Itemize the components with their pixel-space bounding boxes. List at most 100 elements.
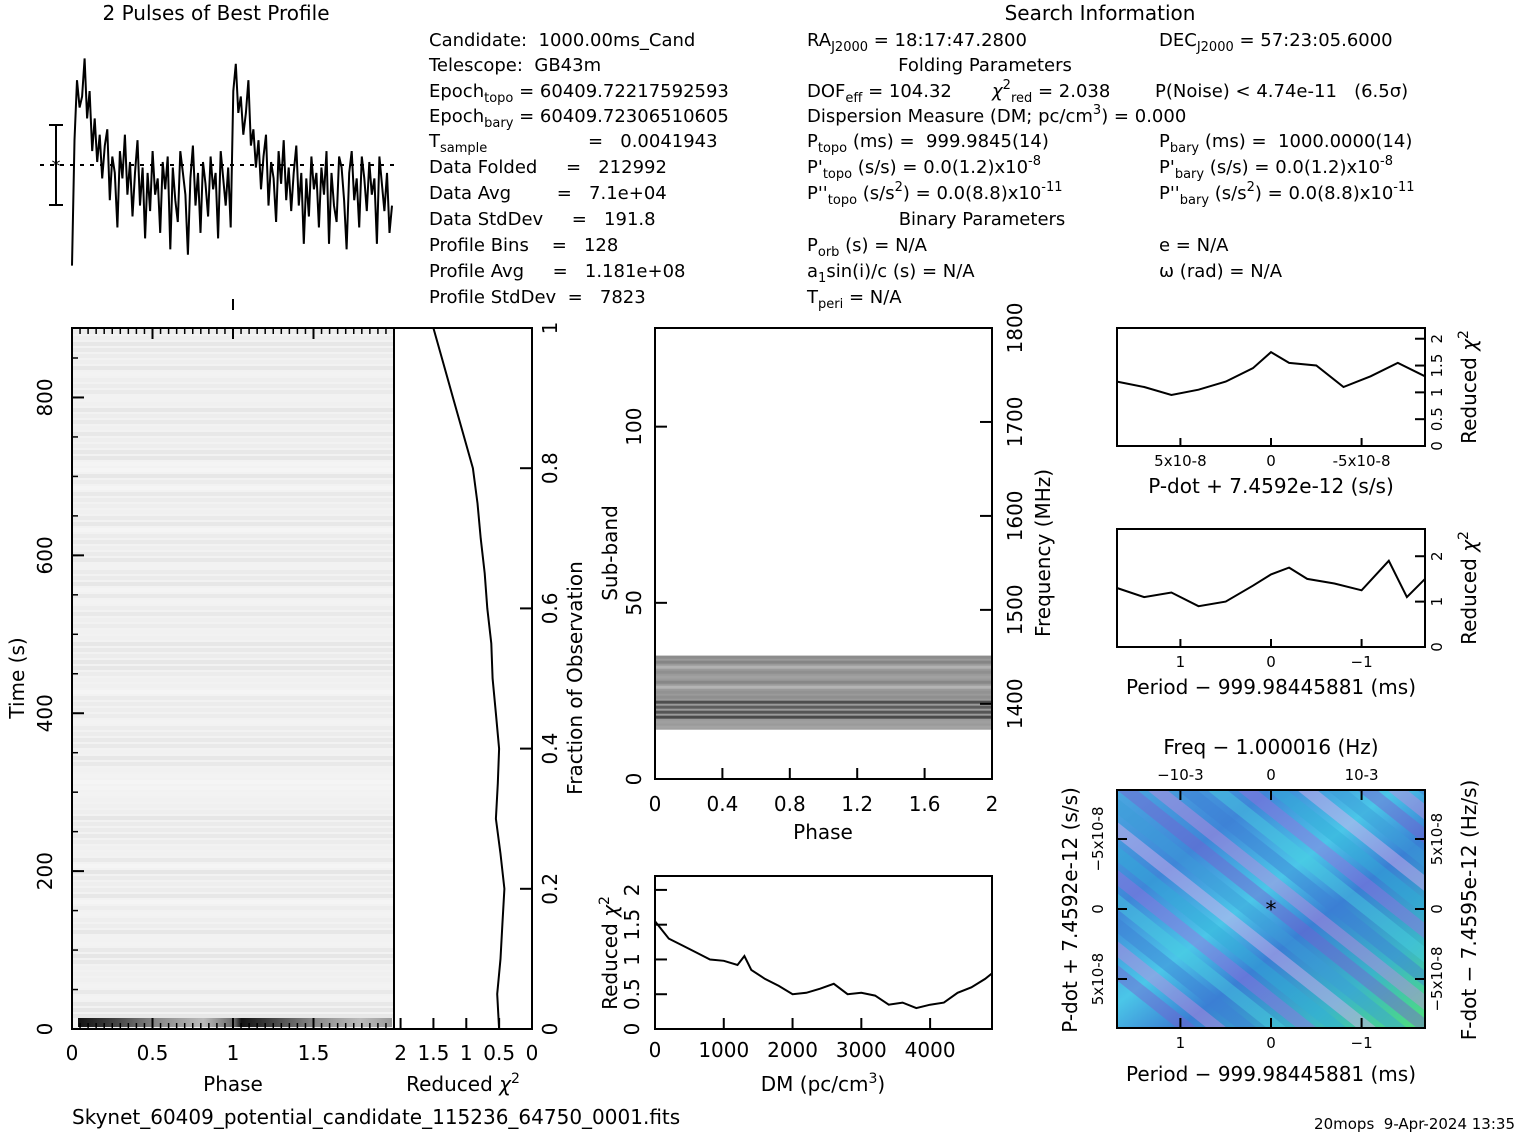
time-phase-row (72, 774, 394, 778)
p-pdot-stripe (1477, 790, 1517, 1028)
time-phase-row (72, 456, 394, 460)
time-phase-row (72, 870, 394, 874)
subband-xtick-label: 0.4 (706, 792, 738, 816)
time-phase-row (72, 816, 394, 820)
time-phase-row (72, 666, 394, 670)
time-chi-ytick-label: 0.4 (538, 733, 562, 765)
time-phase-row (72, 744, 394, 748)
tperi-line: Tperi = N/A (806, 287, 902, 312)
time-phase-ylabel: Time (s) (5, 637, 29, 719)
time-phase-row (72, 594, 394, 598)
time-phase-row (72, 786, 394, 790)
subband-y2tick-label: 1800 (1003, 303, 1027, 354)
time-phase-row (72, 858, 394, 862)
subband-ylabel: Sub-band (598, 505, 622, 601)
time-phase-row (72, 534, 394, 538)
time-phase-row (72, 378, 394, 382)
time-phase-row (72, 732, 394, 736)
time-phase-row (72, 882, 394, 886)
subband-row (655, 680, 992, 684)
subband-row (655, 700, 992, 704)
time-phase-xlabel: Phase (203, 1072, 263, 1096)
time-phase-row (72, 804, 394, 808)
pdot-chi-xtick-label: 0 (1266, 452, 1276, 470)
time-chi-frame (393, 327, 533, 1030)
time-phase-row (72, 528, 394, 532)
omega-line: ω (rad) = N/A (1159, 261, 1283, 282)
time-phase-row (72, 900, 394, 904)
dm-chi-xtick-label: 0 (649, 1038, 662, 1062)
time-phase-row (72, 972, 394, 976)
time-phase-row (72, 360, 394, 364)
pdot-chi-series-line (1116, 350, 1426, 397)
p-pdot-background (1117, 790, 1425, 1028)
time-phase-row (72, 462, 394, 466)
dm-chi-ytick-label: 0.5 (620, 978, 644, 1010)
p-pdot-stripe (1117, 964, 1197, 1028)
time-phase-row (72, 504, 394, 508)
subband-y2tick-label: 1600 (1003, 490, 1027, 541)
p-pdot-stripe (1267, 790, 1425, 916)
time-phase-row (72, 642, 394, 646)
subband-row (655, 690, 992, 694)
time-phase-ytick-label: 0 (33, 1023, 57, 1036)
time-phase-xtick-label: 1 (227, 1041, 240, 1065)
p-pdot-stripe (1117, 821, 1377, 1028)
time-phase-row (72, 822, 394, 826)
time-phase-row (72, 966, 394, 970)
subband-row (655, 685, 992, 689)
p-pdot-stripe (1117, 845, 1347, 1028)
dof-line: DOFeff = 104.32 (807, 81, 952, 106)
p-pdot-ytick-label: 5x10-8 (1089, 953, 1107, 1005)
p-pdot-xtick-label: 0 (1266, 1034, 1276, 1052)
pdot-bary-line: P'bary (s/s) = 0.0(1.2)x10-8 (1159, 154, 1393, 182)
subband-row (655, 660, 992, 664)
subband-xtick-label: 0 (649, 792, 662, 816)
p-pdot-stripe (1237, 790, 1425, 940)
dm-chi-xtick-label: 1000 (698, 1038, 749, 1062)
subband-row (655, 710, 992, 714)
search-info-block: RAJ2000 = 18:17:47.2800 DECJ2000 = 57:23… (806, 30, 1415, 312)
time-phase-row (72, 660, 394, 664)
subband-row (655, 675, 992, 679)
epoch-bary-line: Epochbary = 60409.72306510605 (429, 106, 729, 131)
time-phase-row (72, 564, 394, 568)
p-pdot-y2label: F-dot − 7.4595e-12 (Hz/s) (1457, 780, 1481, 1041)
a1-line: a1sin(i)/c (s) = N/A (807, 261, 975, 286)
period-chi-ytick-label: 0 (1428, 642, 1446, 652)
p-pdot-y2tick-label: 0 (1428, 904, 1446, 914)
subband-row (655, 715, 992, 719)
time-phase-row (72, 474, 394, 478)
time-chi-ytick-label: 0.6 (538, 592, 562, 624)
time-phase-row (72, 552, 394, 556)
pdot-chi-ytick-label: 2 (1428, 334, 1446, 344)
time-phase-row (72, 522, 394, 526)
dm-chi-series-line (654, 920, 993, 1010)
p-pdot-stripe (1117, 916, 1257, 1028)
p-pdot-stripe (1117, 893, 1287, 1028)
time-phase-row (72, 576, 394, 580)
time-phase-row (72, 366, 394, 370)
p-pdot-ytick-label: −5x10-8 (1089, 806, 1107, 871)
subband-y2tick-label: 1700 (1003, 397, 1027, 448)
time-chi-xtick-label: 2 (394, 1041, 407, 1065)
time-phase-row (72, 978, 394, 982)
time-phase-ytick-label: 200 (33, 852, 57, 890)
time-phase-row (72, 672, 394, 676)
pdot-chi-frame (1116, 327, 1426, 447)
time-phase-row (72, 546, 394, 550)
time-phase-row (72, 840, 394, 844)
pdot-chi-ytick-label: 0.5 (1428, 407, 1446, 431)
p-pdot-y2tick-label: −5x10-8 (1428, 946, 1446, 1011)
p-pdot-stripe (1117, 869, 1317, 1028)
p-pdot-stripe (1387, 790, 1425, 821)
p-pdot-xtick-top-label: 0 (1266, 766, 1276, 784)
time-phase-row (72, 876, 394, 880)
time-phase-row (72, 942, 394, 946)
time-phase-row (72, 738, 394, 742)
pdot-chi-xtick-label: -5x10-8 (1333, 452, 1391, 470)
time-phase-plot: 0 0.5 1 1.5 0 200 400 600 800 Phase Time (s) (5, 327, 395, 1096)
p-pdot-stripe (1207, 790, 1425, 963)
subband-xtick-label: 2 (986, 792, 999, 816)
